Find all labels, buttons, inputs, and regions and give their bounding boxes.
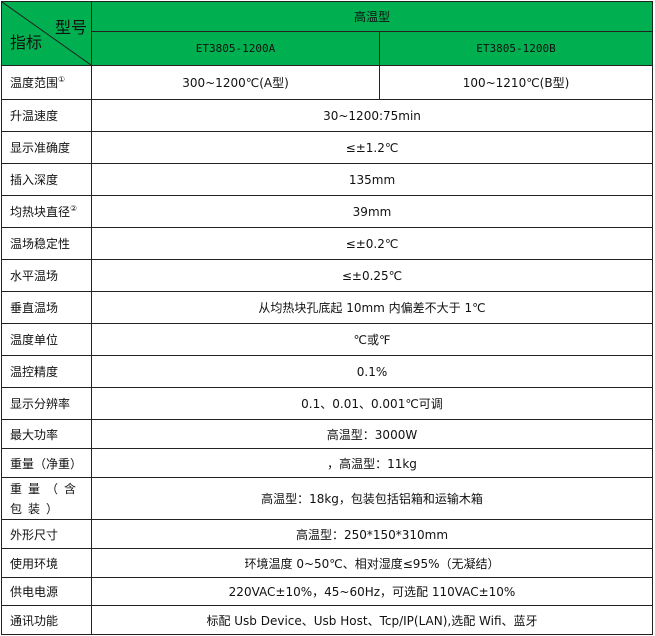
- row-value: 高温型：250*150*310mm: [91, 519, 653, 549]
- label-text: 供电电源: [10, 585, 59, 599]
- table-row: 温度范围① 300~1200℃(A型) 100~1210℃(B型): [1, 65, 653, 100]
- table-row: 使用环境 环境温度 0~50℃、相对湿度≤95%（无凝结）: [1, 548, 653, 578]
- row-value: ≤±0.25℃: [91, 259, 653, 292]
- row-value: 0.1%: [91, 355, 653, 388]
- row-label: 水平温场: [1, 259, 92, 292]
- row-value: 220VAC±10%，45~60Hz，可选配 110VAC±10%: [91, 577, 653, 606]
- label-text: 温场稳定性: [10, 237, 71, 251]
- label-text: 垂直温场: [10, 301, 59, 315]
- table-row: 外形尺寸 高温型：250*150*310mm: [1, 519, 653, 549]
- table-row: 温场稳定性 ≤±0.2℃: [1, 227, 653, 260]
- row-label: 显示分辨率: [1, 387, 92, 420]
- row-label: 外形尺寸: [1, 519, 92, 549]
- table-row: 显示分辨率 0.1、0.01、0.001℃可调: [1, 387, 653, 420]
- row-label: 温度范围①: [1, 65, 92, 100]
- table-row: 重量（含包装） 高温型：18kg，包装包括铝箱和运输木箱: [1, 477, 653, 520]
- footnote-mark: ①: [58, 75, 66, 84]
- row-label: 温场稳定性: [1, 227, 92, 260]
- table-row: 温控精度 0.1%: [1, 355, 653, 388]
- row-value: ≤±1.2℃: [91, 131, 653, 164]
- table-row: 温度单位 ℃或℉: [1, 323, 653, 356]
- row-value: 30~1200:75min: [91, 99, 653, 132]
- table-row: 供电电源 220VAC±10%，45~60Hz，可选配 110VAC±10%: [1, 577, 653, 606]
- diagonal-line: [2, 2, 91, 65]
- spec-header: 指标: [10, 33, 43, 52]
- row-value: ≤±0.2℃: [91, 227, 653, 260]
- table-row: 显示准确度 ≤±1.2℃: [1, 131, 653, 164]
- row-label: 通讯功能: [1, 605, 92, 635]
- row-value: 39mm: [91, 195, 653, 228]
- row-value: 0.1、0.01、0.001℃可调: [91, 387, 653, 420]
- row-value: 高温型：18kg，包装包括铝箱和运输木箱: [91, 477, 653, 520]
- footnote-mark: ②: [70, 204, 78, 213]
- table-row: 最大功率 高温型：3000W: [1, 419, 653, 449]
- row-label: 重量（含包装）: [1, 477, 92, 520]
- model-a-header: ET3805-1200A: [91, 31, 380, 66]
- label-text: 最大功率: [10, 427, 59, 442]
- label-text: 重量（含包装）: [10, 481, 83, 516]
- row-value: 高温型：3000W: [91, 419, 653, 449]
- table-row: 水平温场 ≤±0.25℃: [1, 259, 653, 292]
- table-row: 通讯功能 标配 Usb Device、Usb Host、Tcp/IP(LAN),选…: [1, 605, 653, 635]
- table-row: 均热块直径② 39mm: [1, 195, 653, 228]
- label-text: 温控精度: [10, 365, 59, 379]
- label-text: 通讯功能: [10, 613, 59, 628]
- table-row: 重量（净重） ，高温型：11kg: [1, 448, 653, 478]
- table-row: 升温速度 30~1200:75min: [1, 99, 653, 132]
- row-label: 垂直温场: [1, 291, 92, 324]
- label-text: 均热块直径: [10, 205, 71, 219]
- row-label: 插入深度: [1, 163, 92, 196]
- row-label: 使用环境: [1, 548, 92, 578]
- corner-header-cell: 型号 指标: [1, 1, 92, 66]
- label-text: 重量（净重）: [10, 456, 83, 471]
- label-text: 温度范围: [10, 76, 59, 90]
- row-value-b: 100~1210℃(B型): [379, 65, 653, 100]
- row-value-a: 300~1200℃(A型): [91, 65, 380, 100]
- row-label: 显示准确度: [1, 131, 92, 164]
- row-label: 温控精度: [1, 355, 92, 388]
- label-text: 插入深度: [10, 173, 59, 187]
- table-row: 插入深度 135mm: [1, 163, 653, 196]
- label-text: 显示准确度: [10, 141, 71, 155]
- label-text: 显示分辨率: [10, 397, 71, 411]
- row-value: 从均热块孔底起 10mm 内偏差不大于 1℃: [91, 291, 653, 324]
- row-label: 升温速度: [1, 99, 92, 132]
- row-value: ，高温型：11kg: [91, 448, 653, 478]
- row-label: 最大功率: [1, 419, 92, 449]
- label-text: 使用环境: [10, 556, 59, 571]
- row-value: 135mm: [91, 163, 653, 196]
- row-value: 环境温度 0~50℃、相对湿度≤95%（无凝结）: [91, 548, 653, 578]
- model-b-header: ET3805-1200B: [379, 31, 653, 66]
- model-header: 型号: [54, 18, 87, 37]
- label-text: 水平温场: [10, 269, 59, 283]
- row-value: 标配 Usb Device、Usb Host、Tcp/IP(LAN),选配 Wi…: [91, 605, 653, 635]
- row-label: 均热块直径②: [1, 195, 92, 228]
- label-text: 外形尺寸: [10, 527, 59, 542]
- group-header: 高温型: [91, 1, 653, 32]
- table-row: 垂直温场 从均热块孔底起 10mm 内偏差不大于 1℃: [1, 291, 653, 324]
- row-label: 重量（净重）: [1, 448, 92, 478]
- row-label: 温度单位: [1, 323, 92, 356]
- row-label: 供电电源: [1, 577, 92, 606]
- row-value: ℃或℉: [91, 323, 653, 356]
- label-text: 升温速度: [10, 109, 59, 123]
- label-text: 温度单位: [10, 333, 59, 347]
